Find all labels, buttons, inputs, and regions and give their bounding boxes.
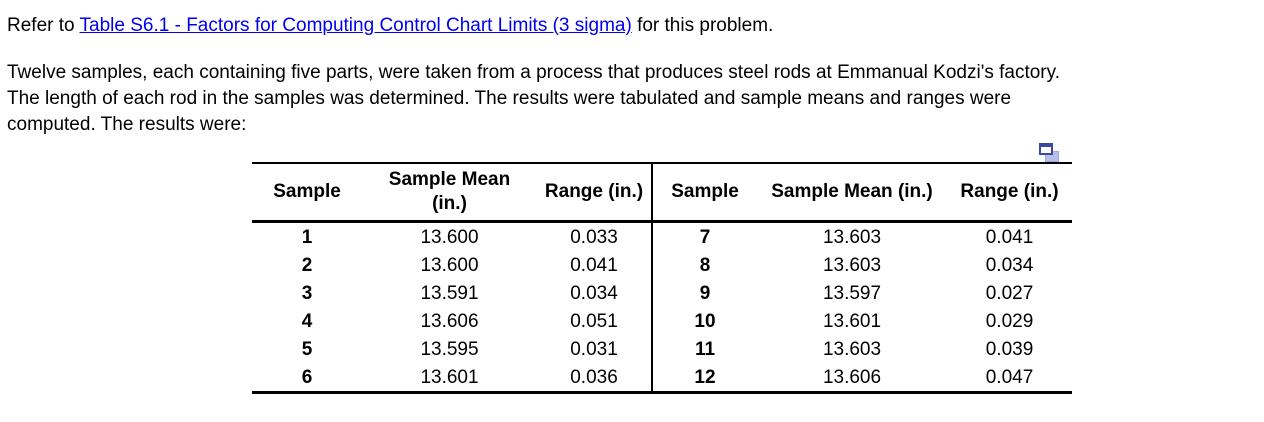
cell-sample-mean: 13.601	[420, 366, 479, 388]
problem-statement: Twelve samples, each containing five par…	[7, 60, 1264, 138]
cell-range: 0.051	[570, 310, 618, 332]
copy-icon-front-rect	[1039, 143, 1053, 155]
cell-sample-mean: 13.597	[822, 282, 882, 304]
col-header-sample-right: Sample	[651, 163, 757, 223]
cell-sample-mean: 13.591	[420, 282, 479, 304]
intro-line: Refer to Table S6.1 - Factors for Comput…	[7, 13, 1264, 39]
table-toolbar	[252, 138, 1072, 162]
cell-sample-mean: 13.595	[420, 338, 479, 360]
cell-sample-mean: 13.603	[822, 338, 882, 360]
cell-sample-mean: 13.600	[420, 254, 479, 276]
cell-range: 0.036	[570, 366, 618, 388]
cell-sample-mean: 13.601	[822, 310, 882, 332]
cell-range: 0.027	[985, 282, 1034, 304]
header-row: Sample Sample Mean (in.) Range (in.) Sam…	[252, 163, 1072, 223]
cell-sample-number: 11	[651, 335, 757, 363]
col-header-range-left: Range (in.)	[537, 163, 652, 223]
cell-sample-number: 2	[301, 254, 313, 276]
cell-range: 0.029	[985, 310, 1034, 332]
cell-sample-number: 10	[651, 307, 757, 335]
samples-table-body: 1 13.600 0.033 7 13.603 0.041 2 13.600 0…	[252, 221, 1072, 393]
problem-line-2: The length of each rod in the samples wa…	[7, 88, 1012, 109]
cell-range: 0.041	[985, 226, 1034, 248]
cell-sample-number: 8	[651, 251, 757, 279]
cell-range: 0.041	[570, 254, 618, 276]
cell-sample-mean: 13.606	[822, 366, 882, 388]
table-row: 5 13.595 0.031 11 13.603 0.039	[252, 335, 1072, 363]
samples-table: Sample Sample Mean (in.) Range (in.) Sam…	[252, 162, 1072, 394]
table-row: 4 13.606 0.051 10 13.601 0.029	[252, 307, 1072, 335]
cell-sample-mean: 13.606	[420, 310, 479, 332]
data-table-container: Sample Sample Mean (in.) Range (in.) Sam…	[252, 138, 1072, 394]
intro-prefix: Refer to	[7, 15, 80, 36]
copy-table-icon[interactable]	[1039, 142, 1059, 162]
cell-sample-number: 5	[301, 338, 313, 360]
cell-sample-mean: 13.603	[822, 254, 882, 276]
problem-line-3: computed. The results were:	[7, 114, 247, 135]
intro-suffix: for this problem.	[631, 15, 774, 36]
table-row: 6 13.601 0.036 12 13.606 0.047	[252, 363, 1072, 393]
cell-sample-number: 9	[651, 279, 757, 307]
cell-sample-number: 4	[301, 310, 313, 332]
cell-sample-mean: 13.603	[822, 226, 882, 248]
cell-sample-number: 6	[301, 366, 313, 388]
problem-page: Refer to Table S6.1 - Factors for Comput…	[7, 13, 1264, 394]
table-row: 1 13.600 0.033 7 13.603 0.041	[252, 221, 1072, 251]
problem-line-1: Twelve samples, each containing five par…	[7, 62, 1060, 83]
cell-sample-number: 12	[651, 363, 757, 393]
cell-sample-number: 3	[301, 282, 313, 304]
cell-sample-number: 1	[301, 226, 313, 248]
col-header-mean-right: Sample Mean (in.)	[757, 163, 947, 223]
cell-range: 0.031	[570, 338, 618, 360]
table-row: 3 13.591 0.034 9 13.597 0.027	[252, 279, 1072, 307]
samples-table-header: Sample Sample Mean (in.) Range (in.) Sam…	[252, 163, 1072, 223]
cell-range: 0.047	[985, 366, 1034, 388]
col-header-range-right: Range (in.)	[947, 163, 1072, 223]
cell-range: 0.033	[570, 226, 618, 248]
cell-range: 0.039	[985, 338, 1034, 360]
table-row: 2 13.600 0.041 8 13.603 0.034	[252, 251, 1072, 279]
cell-sample-number: 7	[651, 221, 757, 251]
table-s61-link[interactable]: Table S6.1 - Factors for Computing Contr…	[79, 15, 632, 36]
col-header-mean-left: Sample Mean (in.)	[362, 163, 537, 223]
col-header-sample-left: Sample	[252, 163, 362, 223]
cell-sample-mean: 13.600	[420, 226, 479, 248]
cell-range: 0.034	[570, 282, 618, 304]
cell-range: 0.034	[985, 254, 1034, 276]
